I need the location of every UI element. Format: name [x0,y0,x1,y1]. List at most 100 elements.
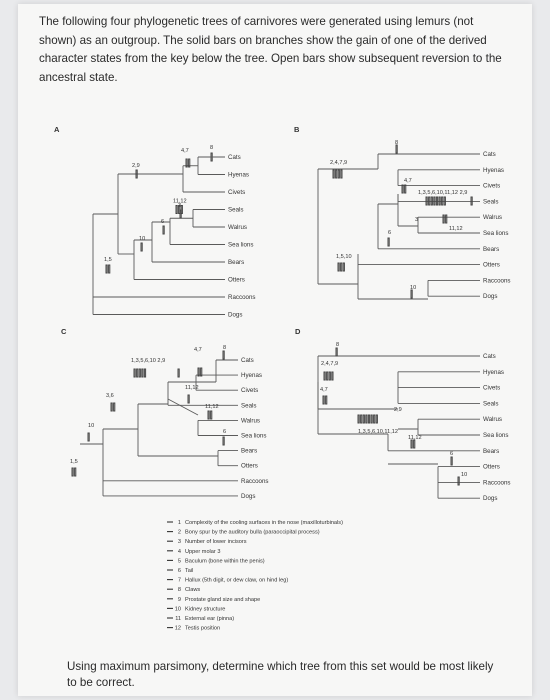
taxon-label: Walrus [241,417,260,424]
character-label: 6 [161,219,164,225]
gain-bar [175,205,178,214]
key-number: 5 [178,558,181,564]
gain-bar [370,414,373,424]
gain-bar [404,184,407,194]
reversal-bar [413,439,416,449]
gain-bar [87,432,90,442]
character-label: 11,12 [408,435,422,441]
taxon-label: Seals [241,402,256,409]
key-number: 9 [178,597,181,603]
key-number: 7 [178,578,181,584]
key-text: Number of lower incisors [185,539,247,545]
key-number: 4 [178,549,181,555]
key-text: Bony spur by the auditory bulla (paraocc… [185,530,320,536]
taxon-label: Cats [228,154,241,161]
reversal-bar [138,368,141,378]
key-text: Prostate gland size and shape [185,597,260,603]
character-label: 4,7 [320,387,328,393]
taxon-label: Cats [483,151,496,158]
gain-bar [442,214,445,224]
taxon-label: Dogs [228,312,242,319]
taxon-label: Bears [483,448,499,455]
character-key: 1 Complexity of the cooling surfaces in t… [167,520,343,632]
character-label: 1,5 [70,459,78,465]
reversal-bar [470,196,473,206]
character-label: 2,4,7,9 [321,361,338,367]
taxon-label: Raccoons [241,478,269,485]
character-label: 6 [223,429,226,435]
tree-c: C Cats Hyenas Civets Seals Walrus Sea lions Bea… [61,327,269,500]
gain-bar [187,394,190,404]
gain-bar [430,196,433,206]
character-label: 1,3,5,6,10,11,12 [358,429,398,435]
taxon-label: Raccoons [228,294,256,301]
taxon-label: Seals [483,400,498,407]
gain-bar [328,371,331,381]
character-label: 4,7 [181,148,189,154]
gain-bar [433,196,436,206]
character-label: 1,3,5,6,10,11,12 2,9 [418,190,467,196]
gain-bar [337,169,340,179]
taxon-label: Otters [483,262,500,269]
character-label: 8 [336,342,339,348]
reversal-bar [141,368,144,378]
taxon-label: Bears [228,259,244,266]
gain-bar [435,196,439,206]
gain-bar [331,371,334,381]
taxon-label: Civets [483,183,500,190]
question-prompt: Using maximum parsimony, determine which… [67,660,494,689]
key-text: Kidney structure [185,606,225,612]
gain-bar [185,158,188,168]
character-label: 1,3,5,6,10 2,9 [131,358,165,364]
taxon-label: Hyenas [483,167,504,174]
taxon-label: Dogs [241,493,255,500]
gain-bar [207,410,210,420]
tree-a: A Cats Hyenas Civets Seals Walrus Sea lions Bea… [54,125,256,319]
character-label: 8 [395,140,398,146]
character-label: 6 [450,451,453,457]
key-text: External ear (pinna) [185,616,234,622]
gain-bar [387,237,390,247]
key-text: Upper molar 3 [185,549,220,555]
taxon-label: Seals [483,198,498,205]
character-label: 4,7 [194,347,202,353]
gain-bar [395,144,398,154]
gain-bar [441,196,444,206]
character-label: 11,12 [173,199,187,205]
character-label: 11,12 [205,404,219,410]
tree-d: D Cats Hyenas Civets Seals Walrus Sea lions Bea… [295,327,511,502]
gain-bar [200,367,203,377]
character-label: 10 [139,236,145,242]
gain-bar [445,214,448,224]
character-label: 3,6 [106,393,114,399]
gain-bar [197,367,200,377]
question-intro: The following four phylogenetic trees of… [39,15,502,84]
character-label: 2,4,7,9 [330,160,347,166]
taxon-label: Bears [241,448,257,455]
gain-bar [177,368,180,378]
gain-bar [401,184,404,194]
gain-bar [74,467,77,477]
taxon-label: Bears [483,246,499,253]
phylogenetic-trees-figure: A Cats Hyenas Civets Seals Walrus Sea lions Bea… [54,125,511,632]
reversal-bar [136,368,139,378]
reversal-bar [410,289,413,299]
gain-bar [71,467,74,477]
gain-bar [323,371,326,381]
reversal-bar [325,395,328,405]
key-number: 12 [175,626,181,632]
character-label: 2,9 [132,163,140,169]
reversal-bar [457,476,460,486]
key-number: 1 [178,520,181,526]
gain-bar [362,414,365,424]
taxon-label: Walrus [228,224,247,231]
taxon-label: Otters [228,277,245,284]
gain-bar [335,347,338,357]
gain-bar [105,264,108,274]
taxon-label: Civets [228,189,245,196]
tree-c-label: C [61,327,67,336]
tree-branch [167,398,199,416]
taxon-label: Sea lions [483,432,508,439]
taxon-label: Sea lions [241,433,266,440]
gain-bar [342,262,345,272]
